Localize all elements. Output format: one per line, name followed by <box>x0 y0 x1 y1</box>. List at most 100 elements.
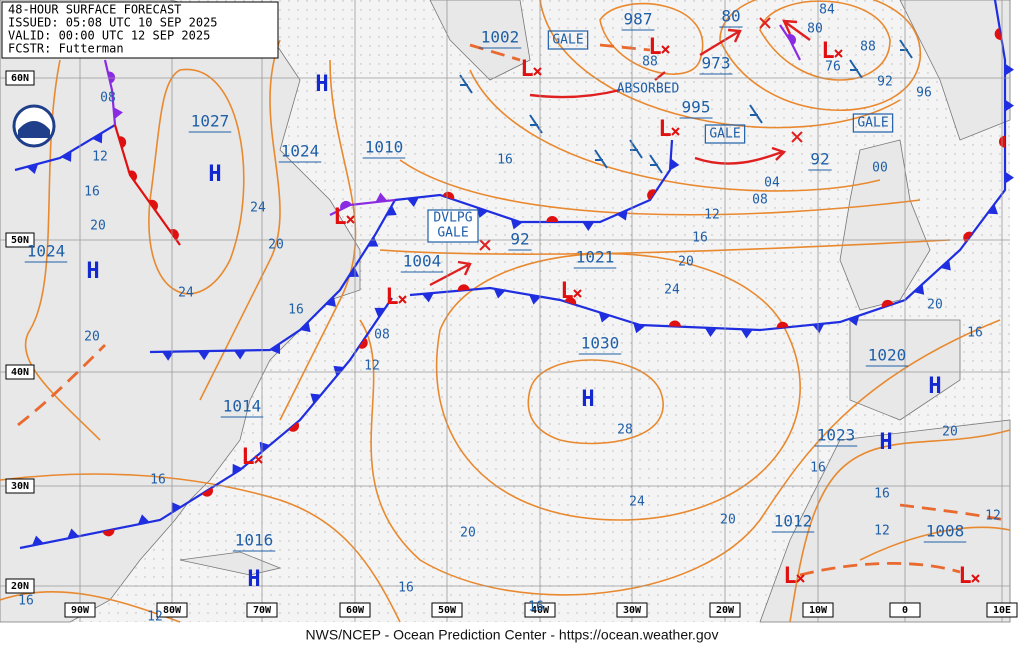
pressure-value: 1010 <box>365 138 404 157</box>
box-frame <box>427 209 479 243</box>
front-symbol <box>476 207 489 218</box>
isobar-label: 84 <box>819 3 835 18</box>
front-symbol-shape <box>406 197 419 207</box>
front-symbol-shape <box>61 151 72 162</box>
front-symbol <box>201 487 213 497</box>
front-symbol-shape <box>92 132 103 144</box>
isobar-label: 16 <box>398 581 414 596</box>
front-symbol-shape <box>137 514 150 525</box>
front-symbol-shape <box>113 107 123 120</box>
front-symbol-shape <box>348 266 360 278</box>
front-symbol-shape <box>325 296 337 307</box>
pressure-value: 1024 <box>27 242 66 261</box>
pressure-value: 92 <box>810 150 829 169</box>
footer: NWS/NCEP - Ocean Prediction Center - htt… <box>306 627 719 643</box>
lon-label-box <box>802 602 834 618</box>
header-line: ISSUED: 05:08 UTC 10 SEP 2025 <box>8 16 218 30</box>
troughs <box>17 43 1006 577</box>
low-center: L <box>333 205 346 230</box>
front-symbol <box>510 218 523 230</box>
front-symbol-shape <box>776 321 789 329</box>
front-symbol <box>493 288 506 299</box>
high-center: H <box>879 430 892 455</box>
front-symbol-shape <box>546 216 559 222</box>
front-symbol <box>67 528 80 539</box>
noaa-logo <box>12 104 56 148</box>
front-symbol <box>633 322 645 334</box>
front-symbol-shape <box>633 322 645 334</box>
isobar-label: 16 <box>288 303 304 318</box>
lon-label-box <box>156 602 188 618</box>
front-symbol <box>994 28 1002 40</box>
box-frame <box>852 113 894 133</box>
lon-label: 60W <box>346 605 365 616</box>
isobar-label: 16 <box>150 473 166 488</box>
front-symbol <box>669 158 680 171</box>
lon-label: 90W <box>71 605 90 616</box>
front-warm <box>113 124 181 246</box>
low-marker <box>661 45 670 54</box>
front-symbol-shape <box>510 218 523 230</box>
front-symbol <box>881 299 894 308</box>
front-symbol <box>127 170 138 182</box>
lon-label: 30W <box>623 605 642 616</box>
lon-label: 20W <box>716 605 735 616</box>
low-center: L <box>648 35 661 60</box>
isobar-label: 24 <box>629 495 645 510</box>
lat-label: 50N <box>11 235 29 246</box>
front-symbol <box>137 514 150 525</box>
front-symbol <box>786 33 796 45</box>
lat-label-box <box>5 364 35 380</box>
isobar-label: 04 <box>764 176 780 191</box>
isobar-label: 88 <box>642 55 658 70</box>
front-symbol-shape <box>288 421 300 432</box>
front-symbol-shape <box>232 463 243 475</box>
high-center: H <box>208 162 221 187</box>
front-symbol-shape <box>493 288 506 299</box>
lon-label: 10W <box>809 605 828 616</box>
lat-label-box <box>5 232 35 248</box>
isobar-label: 16 <box>84 185 100 200</box>
pressure-value: 1024 <box>281 142 320 161</box>
front-cold <box>14 124 116 172</box>
front-symbol-shape <box>118 136 127 148</box>
front-symbol <box>1005 99 1014 112</box>
box-frame <box>547 30 589 50</box>
front-symbol <box>1005 171 1014 184</box>
front-symbol <box>367 236 379 247</box>
front-symbol-shape <box>171 502 182 513</box>
lon-label-box <box>709 602 741 618</box>
front-symbol <box>232 463 243 475</box>
front-symbol-shape <box>67 528 80 539</box>
front-symbol <box>740 329 753 339</box>
front-symbol <box>197 351 210 361</box>
front-symbol-shape <box>333 365 345 377</box>
front-symbol-shape <box>385 205 397 216</box>
front-symbol-shape <box>201 487 213 497</box>
front-symbol-shape <box>582 222 595 231</box>
front-symbol-shape <box>457 284 470 291</box>
high-center: H <box>247 567 260 592</box>
isobar-label: 80 <box>807 22 823 37</box>
lat-label-box <box>5 70 35 86</box>
front-symbol <box>171 502 182 513</box>
front-symbol-shape <box>881 299 894 308</box>
box-label: DVLPG <box>433 211 472 226</box>
front-symbol <box>148 199 158 211</box>
front-symbol <box>564 297 577 305</box>
front-symbol <box>310 393 322 404</box>
front-symbol-shape <box>847 315 860 326</box>
isobar-label: 08 <box>100 91 116 106</box>
low-marker <box>398 295 407 304</box>
front-symbol-shape <box>1005 63 1014 76</box>
header-line: 48-HOUR SURFACE FORECAST <box>8 3 181 17</box>
isobar-label: 28 <box>617 423 633 438</box>
front-symbol <box>118 136 127 148</box>
high-center: H <box>315 72 328 97</box>
front-symbol <box>385 205 397 216</box>
isobar-label: 88 <box>860 40 876 55</box>
isobar-label: 20 <box>90 219 106 234</box>
front-symbol <box>421 292 434 303</box>
pressure-value: 1030 <box>581 334 620 353</box>
isobar-label: 20 <box>268 238 284 253</box>
